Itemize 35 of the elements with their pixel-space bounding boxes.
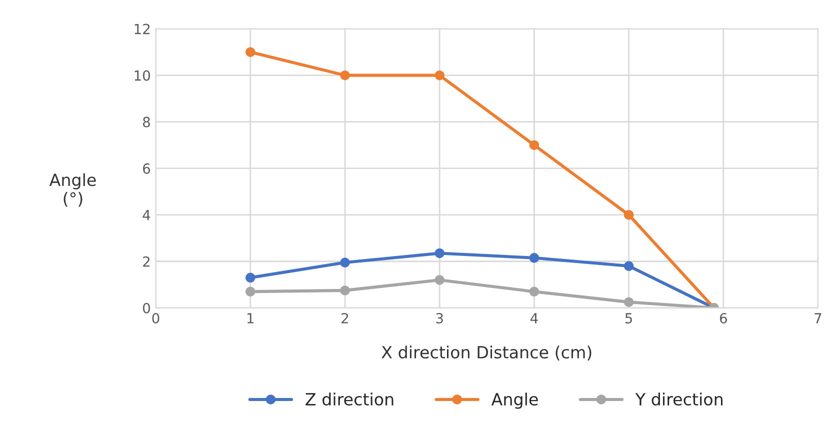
point (340, 258, 350, 268)
y-tick-label: 10 (134, 70, 150, 81)
y-tick-label: 8 (143, 116, 150, 128)
point (340, 286, 350, 296)
point (624, 297, 634, 307)
point (246, 272, 256, 283)
legend-label: Angle (491, 392, 538, 409)
point (434, 248, 444, 258)
point (246, 47, 256, 57)
x-tick-label: 5 (625, 313, 632, 324)
y-tick-label: 2 (143, 256, 150, 267)
x-tick-label: 3 (436, 312, 443, 324)
legend-label: Y direction (635, 392, 722, 406)
point (246, 286, 256, 296)
x-axis-title: X direction Distance (cm) (382, 346, 592, 360)
x-tick-label: 4 (530, 313, 538, 324)
y-tick-label: 0 (142, 302, 150, 314)
point (624, 261, 634, 271)
point (434, 70, 444, 80)
y-tick-label: 12 (134, 24, 150, 34)
point (624, 210, 634, 220)
point (434, 275, 444, 285)
y-tick-label: 6 (143, 163, 150, 174)
point (340, 70, 350, 80)
y-tick-label: 4 (142, 210, 150, 220)
point (529, 140, 540, 150)
x-tick-label: 7 (814, 313, 822, 324)
x-tick-label: 0 (152, 312, 160, 324)
y-axis-title: Angle (°) (49, 173, 96, 207)
x-tick-label: 6 (720, 312, 727, 324)
x-tick-label: 1 (247, 313, 254, 324)
x-tick-label: 2 (342, 312, 348, 324)
legend-label: Z direction (306, 392, 394, 406)
point (529, 253, 540, 263)
point (529, 286, 540, 296)
